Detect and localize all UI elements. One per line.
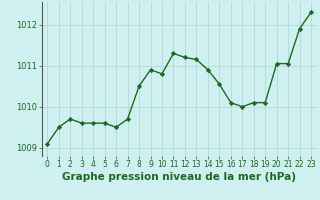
X-axis label: Graphe pression niveau de la mer (hPa): Graphe pression niveau de la mer (hPa) (62, 172, 296, 182)
